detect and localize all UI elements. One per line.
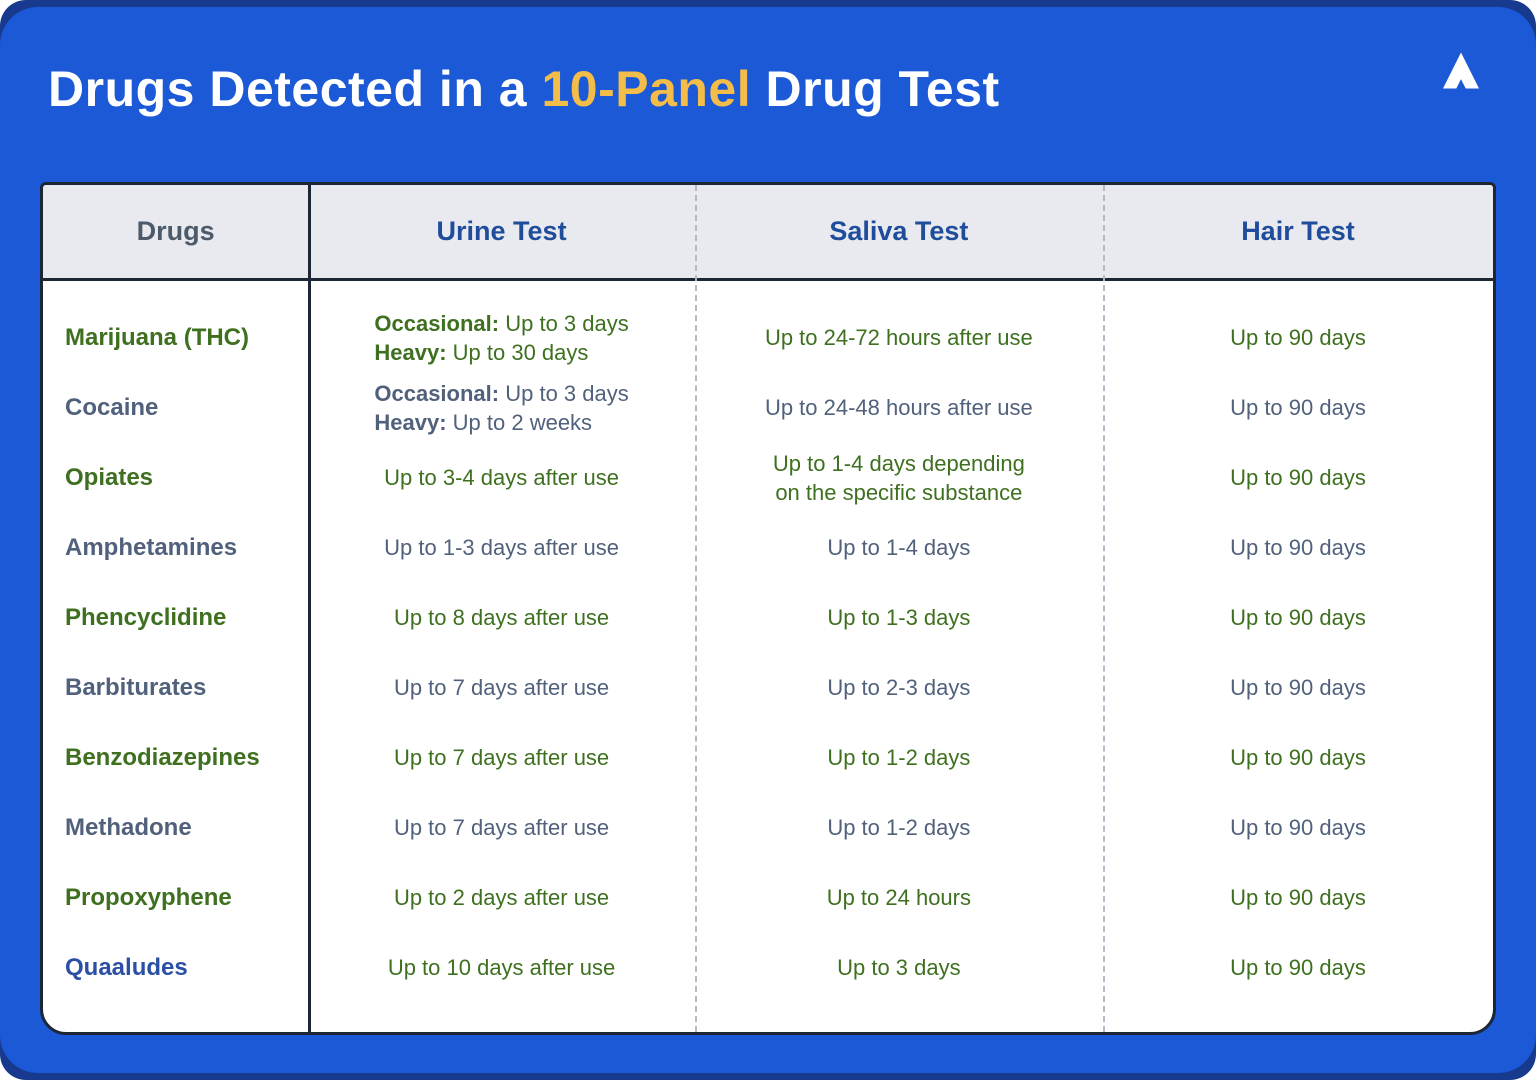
- saliva-cell: Up to 1-4 days depending on the specific…: [772, 450, 1025, 505]
- urine-cell: Up to 2 days after use: [393, 885, 610, 911]
- table-row-opiates: Opiates Up to 3-4 days after use Up to 1…: [43, 443, 1493, 513]
- table-row-methadone: Methadone Up to 7 days after use Up to 1…: [43, 793, 1493, 863]
- table-row-phencyclidine: Phencyclidine Up to 8 days after use Up …: [43, 583, 1493, 653]
- urine-cell: Occasional: Up to 3 days Heavy: Up to 30…: [374, 310, 629, 365]
- drug-name: Barbiturates: [65, 674, 207, 701]
- column-divider-dashed: [1102, 185, 1105, 1032]
- saliva-cell: Up to 1-2 days: [827, 745, 971, 771]
- hair-cell: Up to 90 days: [1230, 745, 1366, 771]
- drug-name: Methadone: [65, 814, 192, 841]
- column-divider-solid: [308, 185, 312, 1032]
- saliva-cell: Up to 1-2 days: [827, 815, 971, 841]
- title-suffix: Drug Test: [751, 61, 1000, 117]
- page-title: Drugs Detected in a 10-Panel Drug Test: [48, 60, 1536, 118]
- urine-cell: Up to 1-3 days after use: [384, 535, 619, 561]
- hair-cell: Up to 90 days: [1230, 465, 1366, 491]
- saliva-cell: Up to 3 days: [837, 955, 961, 981]
- hair-cell: Up to 90 days: [1230, 605, 1366, 631]
- hair-cell: Up to 90 days: [1230, 325, 1366, 351]
- hair-cell: Up to 90 days: [1230, 885, 1366, 911]
- drug-name: Opiates: [65, 464, 154, 491]
- brand-logo-triangle-icon: [1443, 52, 1479, 89]
- urine-cell: Occasional: Up to 3 days Heavy: Up to 2 …: [374, 380, 629, 435]
- column-divider-dashed: [694, 185, 697, 1032]
- drug-test-table: Drugs Urine Test Saliva Test Hair Test M…: [40, 182, 1496, 1035]
- table-row-propoxyphene: Propoxyphene Up to 2 days after use Up t…: [43, 863, 1493, 933]
- saliva-cell: Up to 1-3 days: [827, 605, 971, 631]
- saliva-cell: Up to 24-72 hours after use: [764, 325, 1033, 351]
- table-body: Marijuana (THC) Occasional: Up to 3 days…: [43, 281, 1493, 1003]
- urine-cell: Up to 10 days after use: [387, 955, 616, 981]
- table-row-cocaine: Cocaine Occasional: Up to 3 days Heavy: …: [43, 373, 1493, 443]
- hair-cell: Up to 90 days: [1230, 535, 1366, 561]
- urine-cell: Up to 7 days after use: [393, 815, 610, 841]
- column-header-urine-test: Urine Test: [436, 216, 567, 246]
- urine-cell: Up to 8 days after use: [393, 605, 610, 631]
- saliva-cell: Up to 2-3 days: [827, 675, 971, 701]
- hair-cell: Up to 90 days: [1230, 815, 1366, 841]
- column-header-drugs: Drugs: [136, 216, 215, 246]
- table-header-row: Drugs Urine Test Saliva Test Hair Test: [43, 185, 1493, 281]
- drug-name: Propoxyphene: [65, 884, 232, 911]
- urine-cell: Up to 7 days after use: [393, 675, 610, 701]
- title-prefix: Drugs Detected in a: [48, 61, 542, 117]
- title-highlight: 10-Panel: [541, 61, 752, 117]
- saliva-cell: Up to 24 hours: [826, 885, 971, 911]
- drug-name: Amphetamines: [65, 534, 238, 561]
- column-header-hair-test: Hair Test: [1241, 216, 1355, 246]
- urine-cell: Up to 3-4 days after use: [384, 465, 619, 491]
- drug-name: Marijuana (THC): [65, 324, 250, 351]
- table-row-amphetamines: Amphetamines Up to 1-3 days after use Up…: [43, 513, 1493, 583]
- table-row-benzodiazepines: Benzodiazepines Up to 7 days after use U…: [43, 723, 1493, 793]
- urine-cell: Up to 7 days after use: [393, 745, 610, 771]
- table-row-marijuana: Marijuana (THC) Occasional: Up to 3 days…: [43, 303, 1493, 373]
- hair-cell: Up to 90 days: [1230, 955, 1366, 981]
- saliva-cell: Up to 1-4 days: [827, 535, 971, 561]
- table-row-barbiturates: Barbiturates Up to 7 days after use Up t…: [43, 653, 1493, 723]
- drug-name: Benzodiazepines: [65, 744, 260, 771]
- drug-name: Cocaine: [65, 394, 159, 421]
- column-header-saliva-test: Saliva Test: [829, 216, 969, 246]
- table-row-quaaludes: Quaaludes Up to 10 days after use Up to …: [43, 933, 1493, 1003]
- hair-cell: Up to 90 days: [1230, 395, 1366, 421]
- saliva-cell: Up to 24-48 hours after use: [764, 395, 1033, 421]
- drug-name: Quaaludes: [65, 954, 188, 981]
- drug-name: Phencyclidine: [65, 604, 227, 631]
- hair-cell: Up to 90 days: [1230, 675, 1366, 701]
- infographic-panel: Drugs Detected in a 10-Panel Drug Test D…: [0, 7, 1536, 1073]
